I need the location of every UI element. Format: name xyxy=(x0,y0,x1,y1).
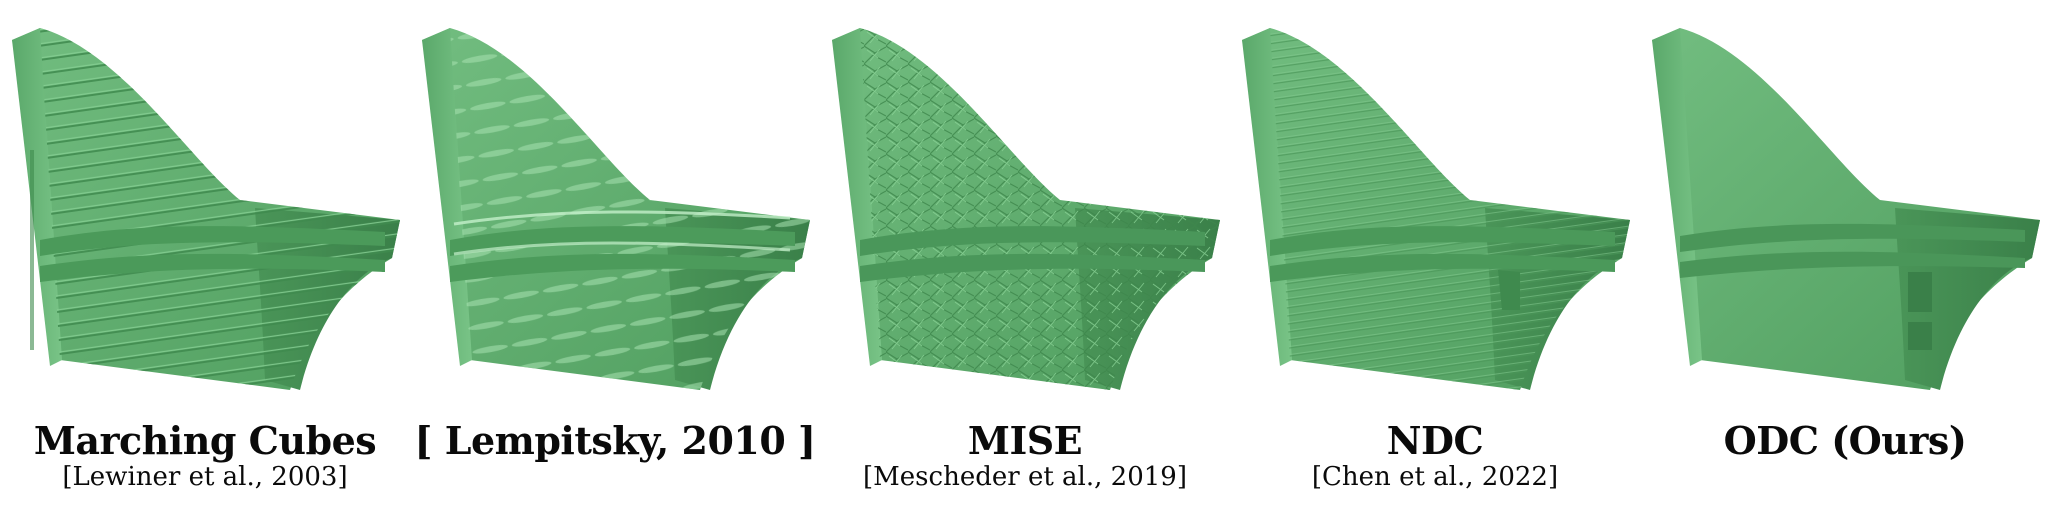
panel-title: Marching Cubes xyxy=(33,418,377,463)
ndc-render xyxy=(1242,28,1630,390)
panel-citation: [Chen et al., 2022] xyxy=(1311,462,1559,492)
panel-title: NDC xyxy=(1386,418,1484,463)
panel-lempitsky: [ Lempitsky, 2010 ] xyxy=(410,0,820,512)
panel-odc-ours: ODC (Ours) xyxy=(1640,0,2048,512)
mise-render xyxy=(832,28,1220,390)
panel-marching-cubes: Marching Cubes [Lewiner et al., 2003] xyxy=(0,0,410,512)
panel-title: ODC (Ours) xyxy=(1723,418,1967,463)
panel-ndc: NDC [Chen et al., 2022] xyxy=(1230,0,1640,512)
panel-title: MISE xyxy=(967,418,1083,463)
panel-title: [ Lempitsky, 2010 ] xyxy=(414,418,816,463)
lempitsky-render xyxy=(422,28,810,390)
panel-citation: [Lewiner et al., 2003] xyxy=(62,462,348,492)
panel-mise: MISE [Mescheder et al., 2019] xyxy=(820,0,1230,512)
marching-cubes-render xyxy=(12,28,400,390)
odc-render xyxy=(1652,28,2040,390)
panel-citation: [Mescheder et al., 2019] xyxy=(863,462,1187,492)
